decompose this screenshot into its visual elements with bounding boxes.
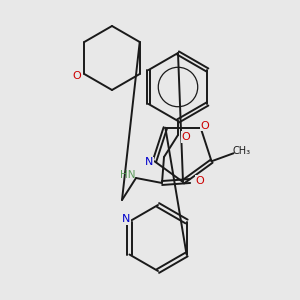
Text: N: N [145,157,154,167]
Text: O: O [72,71,81,81]
Text: CH₃: CH₃ [232,146,250,156]
Text: O: O [196,176,204,186]
Text: O: O [182,132,190,142]
Text: HN: HN [120,170,136,180]
Text: N: N [122,214,130,224]
Text: O: O [200,121,209,131]
